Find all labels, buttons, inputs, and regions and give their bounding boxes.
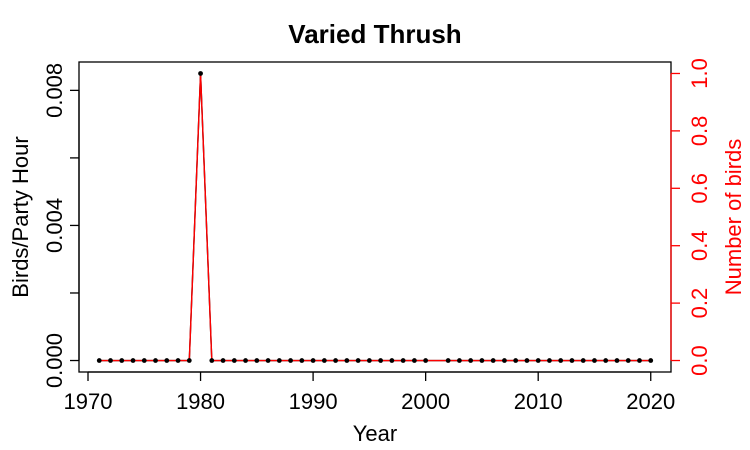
data-point xyxy=(614,358,620,363)
y-right-tick-label: 0.2 xyxy=(687,288,712,319)
y-right-tick-label: 0.0 xyxy=(687,345,712,376)
data-point xyxy=(108,358,113,363)
data-point xyxy=(321,358,327,363)
data-point xyxy=(153,358,158,363)
x-tick-label: 1970 xyxy=(64,389,113,414)
data-point xyxy=(490,358,496,363)
data-point xyxy=(513,358,519,363)
data-point xyxy=(175,358,181,363)
y-axis-right: 0.0 0.2 0.4 0.6 0.8 1.0 xyxy=(670,58,712,376)
data-point xyxy=(130,358,136,363)
data-point xyxy=(254,358,260,363)
data-point xyxy=(231,358,237,363)
data-point xyxy=(164,358,170,363)
data-point xyxy=(141,358,147,363)
data-point xyxy=(468,358,474,363)
data-point xyxy=(524,358,530,363)
data-point xyxy=(580,358,586,363)
data-point xyxy=(457,358,462,363)
data-point xyxy=(389,358,395,363)
series-birds-per-party-hour-line xyxy=(99,73,651,362)
x-axis: 1970 1980 1990 2000 2010 2020 xyxy=(64,371,675,414)
x-tick-label: 2010 xyxy=(514,389,563,414)
data-point xyxy=(592,358,597,363)
data-point xyxy=(479,358,485,363)
data-point xyxy=(198,71,203,76)
data-point xyxy=(558,358,564,363)
data-point xyxy=(243,358,248,363)
data-point xyxy=(535,358,541,363)
data-point xyxy=(276,358,282,363)
data-point xyxy=(299,358,305,363)
y-left-tick-label: 0.000 xyxy=(42,333,67,388)
y-axis-right-label: Number of birds xyxy=(721,139,746,296)
data-point xyxy=(366,358,372,363)
data-point xyxy=(625,358,631,363)
data-point xyxy=(445,358,451,363)
y-left-tick-label: 0.008 xyxy=(42,63,67,118)
data-point xyxy=(265,358,271,363)
data-point xyxy=(96,358,102,363)
chart-title: Varied Thrush xyxy=(288,19,461,49)
x-tick-label: 1990 xyxy=(289,389,338,414)
series-number-of-birds-line xyxy=(99,73,651,362)
data-point xyxy=(186,358,192,363)
data-point xyxy=(400,358,406,363)
x-tick-label: 2020 xyxy=(626,389,675,414)
data-point xyxy=(344,358,350,363)
y-axis-left-label: Birds/Party Hour xyxy=(8,136,33,297)
y-axis-left: 0.000 0.004 0.008 xyxy=(42,63,80,388)
data-point xyxy=(220,358,226,363)
y-right-tick-label: 0.8 xyxy=(687,116,712,147)
y-right-tick-label: 0.6 xyxy=(687,173,712,204)
data-point xyxy=(333,358,339,363)
x-axis-label: Year xyxy=(353,421,397,446)
data-point xyxy=(637,358,642,363)
data-point xyxy=(547,358,552,363)
data-point xyxy=(209,358,215,363)
data-point xyxy=(355,358,361,363)
y-right-tick-label: 1.0 xyxy=(687,58,712,89)
plot-frame xyxy=(78,61,672,373)
data-point xyxy=(378,358,384,363)
data-point xyxy=(603,358,609,363)
data-point xyxy=(310,358,316,363)
data-point xyxy=(411,358,417,363)
data-point xyxy=(502,358,507,363)
y-right-tick-label: 0.4 xyxy=(687,230,712,261)
series-layer xyxy=(96,71,654,363)
y-left-tick-label: 0.004 xyxy=(42,198,67,253)
data-point xyxy=(288,358,293,363)
x-tick-label: 2000 xyxy=(401,389,450,414)
data-point xyxy=(119,358,125,363)
data-point xyxy=(648,358,654,363)
data-point xyxy=(569,358,575,363)
data-point xyxy=(423,358,429,363)
x-tick-label: 1980 xyxy=(176,389,225,414)
